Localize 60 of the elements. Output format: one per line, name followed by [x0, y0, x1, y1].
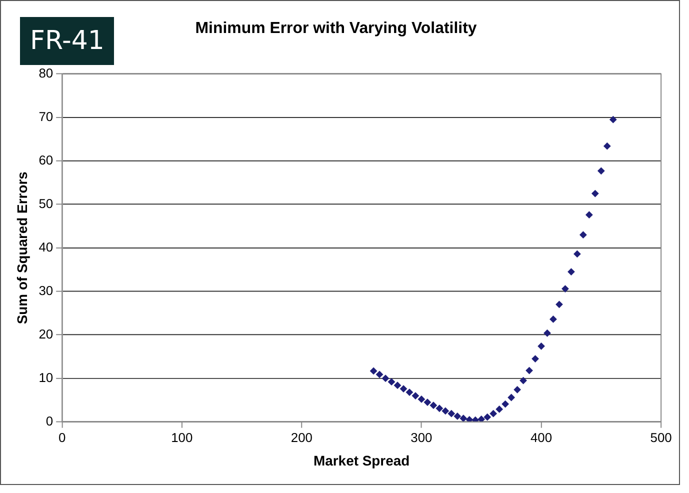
point	[508, 394, 515, 401]
point	[556, 300, 563, 308]
point	[496, 406, 503, 413]
y-tick-label: 0	[46, 413, 54, 428]
point	[484, 414, 491, 421]
point	[490, 410, 497, 418]
point	[532, 355, 539, 362]
chart-title: Minimum Error with Varying Volatility	[195, 20, 477, 37]
point	[514, 386, 521, 394]
point	[442, 407, 449, 414]
x-axis-title: Market Spread	[314, 452, 410, 469]
y-tick-label: 10	[38, 370, 54, 385]
point	[478, 416, 485, 422]
text: FR-41	[20, 17, 114, 65]
y-axis-title: Sum of Squared Errors	[14, 171, 30, 324]
x-tick-label: 400	[530, 430, 552, 446]
point	[538, 342, 545, 350]
y-tick-label: 60	[38, 152, 54, 168]
point	[502, 400, 509, 408]
y-tick-label: 70	[38, 108, 54, 124]
x-tick-label: 500	[650, 430, 672, 446]
point	[466, 416, 473, 422]
point	[586, 211, 593, 218]
point	[454, 412, 461, 420]
point	[424, 398, 431, 406]
point	[574, 250, 581, 258]
point	[562, 285, 569, 292]
x-tick-label: 100	[171, 430, 193, 446]
point	[406, 388, 413, 396]
point	[610, 116, 617, 124]
point	[460, 414, 467, 422]
point	[604, 142, 611, 150]
point	[394, 382, 401, 389]
point	[550, 316, 557, 323]
point	[526, 367, 533, 374]
point	[580, 231, 587, 238]
x-tick-label: 0	[58, 430, 66, 446]
y-tick-label: 50	[38, 196, 54, 211]
x-tick-label: 200	[290, 430, 312, 446]
point	[436, 404, 443, 412]
point	[418, 396, 425, 403]
point	[400, 385, 407, 392]
point	[412, 392, 419, 400]
point	[370, 367, 378, 374]
point	[448, 410, 455, 418]
point	[382, 374, 390, 382]
point	[568, 268, 575, 276]
point	[598, 167, 605, 174]
y-tick-label: 80	[38, 65, 54, 80]
point	[388, 378, 396, 386]
point	[376, 370, 384, 378]
y-tick-label: 40	[38, 239, 54, 254]
point	[472, 416, 479, 422]
x-tick-label: 300	[410, 430, 432, 446]
y-tick-label: 20	[38, 326, 54, 342]
point	[520, 377, 527, 384]
y-tick-label: 30	[38, 282, 54, 298]
point	[544, 330, 551, 337]
point	[592, 190, 599, 197]
point	[430, 402, 437, 409]
